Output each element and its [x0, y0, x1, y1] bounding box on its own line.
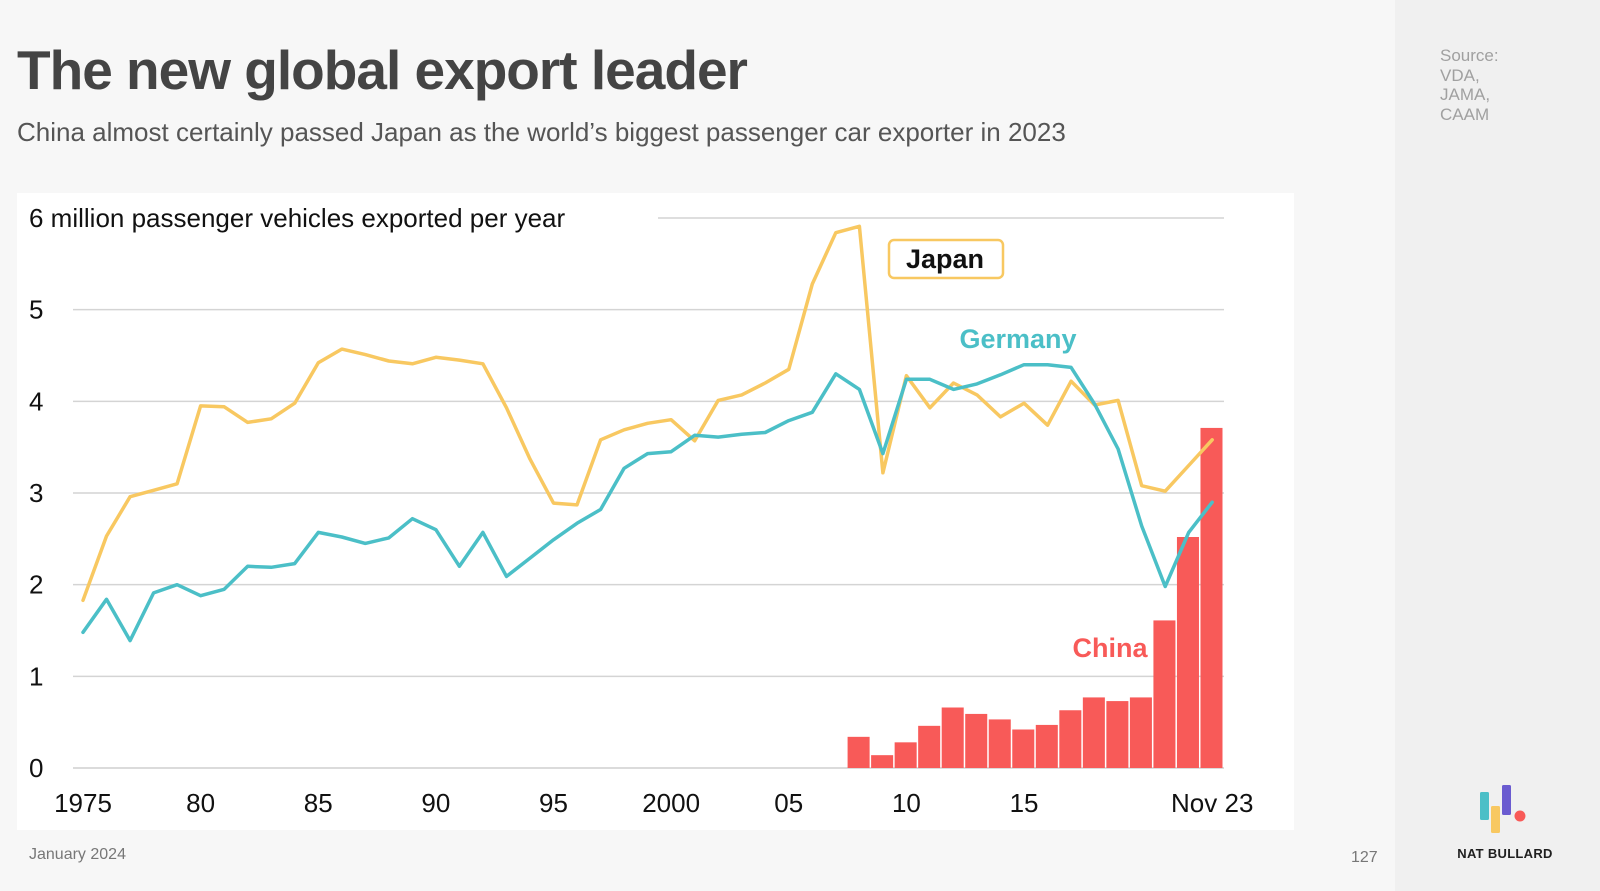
x-tick-label: 80 [186, 788, 215, 818]
source-label: Source: [1440, 46, 1499, 65]
bar-layer [847, 427, 1223, 768]
source-note: Source: VDA, JAMA, CAAM [1440, 46, 1499, 124]
series-label-china: China [1072, 633, 1148, 663]
y-axis: 0 1 2 3 4 5 6 million passenger vehicles expor… [29, 203, 566, 783]
bar-china-2011 [918, 725, 941, 768]
source-vda: VDA, [1440, 65, 1480, 85]
line-japan [81, 224, 1214, 603]
y-tick-label: 0 [29, 753, 43, 783]
bar-china-2014 [988, 719, 1011, 768]
x-tick-label: 2000 [642, 788, 700, 818]
x-tick-label: 05 [774, 788, 803, 818]
bar-china-2022 [1176, 537, 1199, 768]
x-axis: 1975 80 85 90 95 2000 05 10 15 Nov 23 [54, 788, 1253, 818]
logo-bar-yellow [1491, 806, 1500, 833]
slide: The new global export leader China almos… [17, 39, 1378, 866]
brand-name: NAT BULLARD [1457, 846, 1553, 861]
source-caam: CAAM [1440, 104, 1490, 124]
annotation-layer: Japan Germany China [887, 238, 1148, 663]
y-tick-label: 2 [29, 570, 43, 600]
logo-dot-red [1514, 810, 1526, 822]
x-tick-label: 95 [539, 788, 568, 818]
page-title: The new global export leader [17, 39, 748, 101]
sidebar [1395, 0, 1600, 891]
logo-bar-purple [1502, 785, 1511, 815]
x-tick-label: 15 [1010, 788, 1039, 818]
bar-china-2015 [1012, 729, 1035, 768]
y-tick-label: 4 [29, 386, 43, 416]
bar-china-2013 [965, 713, 988, 768]
series-label-japan: Japan [906, 244, 984, 274]
bar-china-2018 [1082, 697, 1105, 768]
export-chart: 0 1 2 3 4 5 6 million passenger vehicles expor… [29, 203, 1253, 818]
series-label-germany: Germany [959, 324, 1076, 354]
bar-china-2021 [1153, 620, 1176, 768]
bar-china-2009 [871, 755, 894, 768]
bar-china-2012 [941, 707, 964, 768]
x-tick-label: 90 [421, 788, 450, 818]
page-subtitle: China almost certainly passed Japan as t… [17, 117, 1066, 147]
y-axis-title: 6 million passenger vehicles exported pe… [29, 203, 566, 233]
bar-china-2020 [1129, 697, 1152, 768]
page-number: 127 [1351, 849, 1378, 866]
y-tick-label: 1 [29, 661, 43, 691]
x-tick-label: 1975 [54, 788, 112, 818]
x-tick-label: Nov 23 [1171, 788, 1253, 818]
bar-china-2016 [1035, 724, 1058, 768]
source-jama: JAMA, [1440, 85, 1491, 104]
bar-china-2017 [1059, 710, 1082, 768]
bar-china-2023 [1200, 427, 1223, 768]
brand-logo: NAT BULLARD [1440, 772, 1570, 864]
line-germany [81, 362, 1214, 643]
japan-label-box [887, 238, 1005, 280]
line-layer [81, 224, 1214, 643]
x-tick-label: 85 [304, 788, 333, 818]
bar-china-2019 [1106, 701, 1129, 768]
bar-china-2010 [894, 742, 917, 768]
grid-layer [73, 217, 1224, 769]
bar-chart-logo-icon [1480, 785, 1526, 833]
y-tick-label: 3 [29, 478, 43, 508]
x-tick-label: 10 [892, 788, 921, 818]
y-tick-label: 5 [29, 295, 43, 325]
logo-bar-teal [1480, 792, 1489, 820]
bar-china-2008 [847, 736, 870, 768]
footer-date: January 2024 [29, 846, 126, 863]
